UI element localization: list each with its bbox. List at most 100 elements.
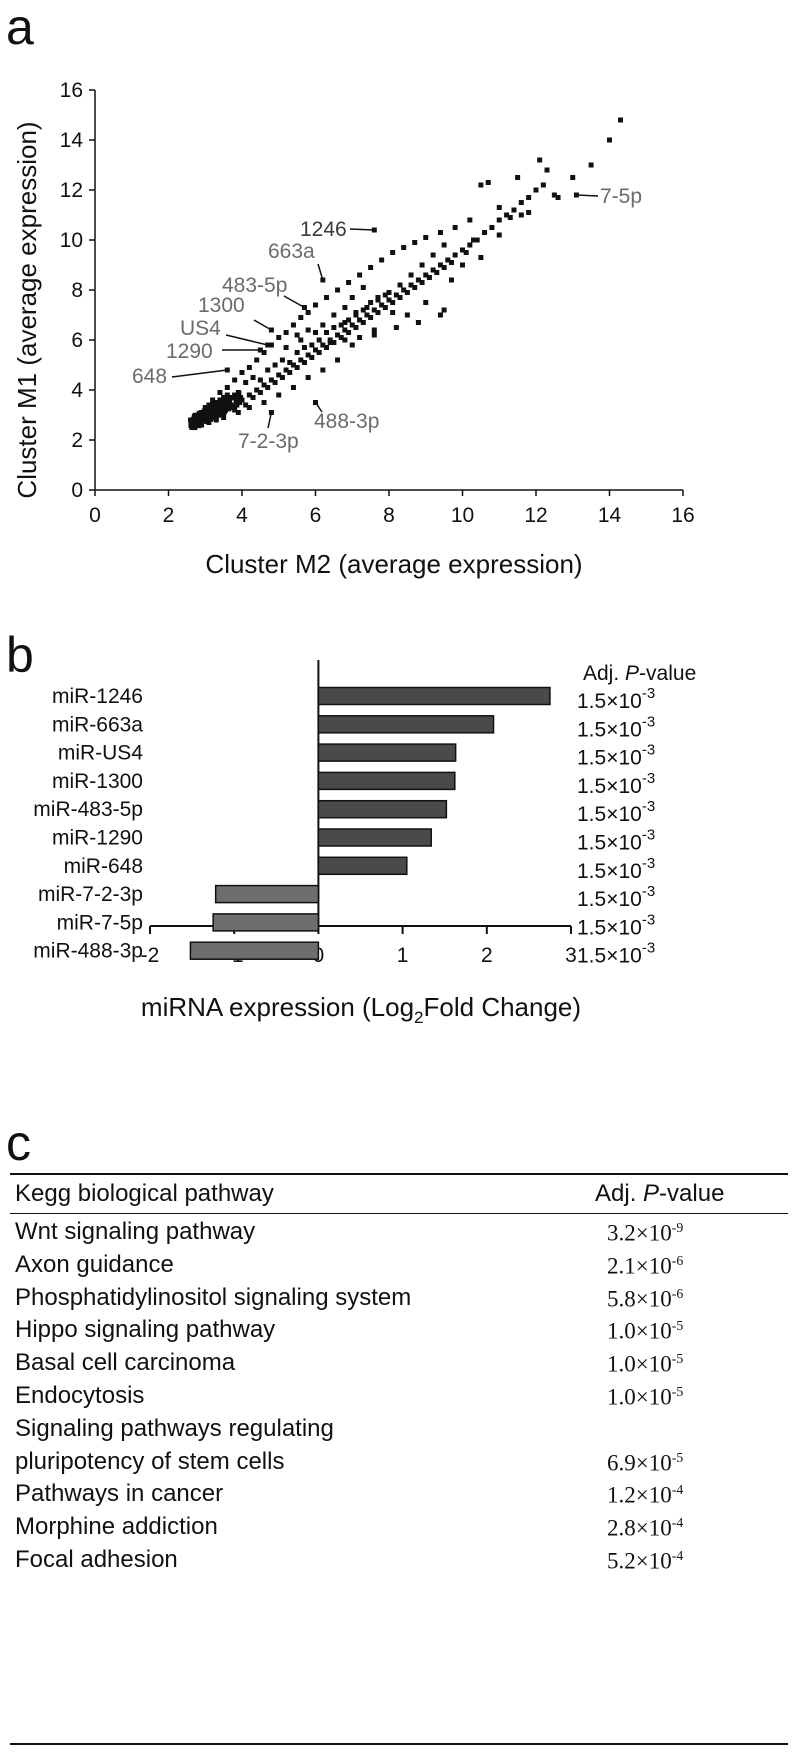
data-point — [496, 217, 502, 223]
data-point — [254, 387, 260, 393]
data-point — [368, 315, 374, 320]
pvalue-label: 1.5×10-3 — [577, 742, 655, 770]
table-top-rule — [10, 1173, 788, 1175]
annotation-label: 648 — [132, 365, 167, 388]
data-point — [246, 392, 252, 398]
data-point — [349, 342, 355, 348]
annotation-leader — [253, 319, 272, 331]
data-point — [360, 307, 366, 313]
data-point — [338, 322, 344, 328]
header-pathway: Kegg biological pathway — [15, 1180, 274, 1207]
data-point — [526, 195, 532, 200]
bar — [317, 771, 456, 791]
data-point — [404, 290, 410, 295]
annotation-label: 1300 — [198, 294, 245, 317]
y-tick-label: 12 — [60, 179, 83, 202]
x-axis-title: Cluster M2 (average expression) — [205, 549, 582, 579]
data-point — [518, 200, 524, 205]
x-tick-label: 10 — [451, 504, 474, 527]
data-point — [192, 423, 198, 429]
data-point — [234, 396, 240, 402]
data-point — [452, 252, 458, 258]
data-point — [221, 395, 227, 400]
bar — [317, 743, 457, 762]
data-point — [390, 310, 396, 315]
data-point — [408, 282, 414, 288]
data-point — [331, 312, 337, 318]
pathway-name-line2: pluripotency of stem cells — [15, 1447, 285, 1475]
data-point — [342, 337, 348, 343]
data-point — [211, 408, 217, 414]
data-point — [386, 290, 392, 295]
data-point — [540, 182, 546, 188]
category-label: miR-1246 — [52, 685, 143, 708]
data-point — [423, 235, 429, 240]
bar — [317, 828, 432, 847]
data-point — [226, 398, 232, 404]
data-point — [208, 414, 214, 420]
pathway-pvalue: 1.2×10-4 — [607, 1482, 684, 1509]
data-point — [412, 285, 418, 290]
data-point — [268, 377, 274, 383]
data-point — [430, 252, 436, 258]
category-label: miR-648 — [64, 855, 143, 878]
data-point — [437, 312, 443, 318]
data-point — [537, 157, 543, 163]
x-tick-label: 14 — [598, 504, 622, 527]
data-point — [371, 327, 377, 333]
data-point — [460, 247, 465, 253]
data-point — [419, 262, 425, 268]
bar — [214, 884, 320, 904]
data-point — [357, 272, 363, 278]
y-tick-label: 0 — [71, 479, 83, 502]
data-point — [290, 322, 296, 328]
x-tick-label: 0 — [89, 504, 101, 527]
data-point — [298, 357, 304, 363]
data-point — [346, 280, 352, 285]
y-tick-label: 8 — [71, 279, 83, 302]
data-point — [441, 265, 447, 270]
data-point — [327, 340, 333, 345]
category-label: miR-1300 — [52, 770, 143, 793]
pvalue-label: 1.5×10-3 — [577, 940, 655, 968]
data-point — [419, 280, 425, 285]
data-point — [379, 257, 385, 263]
data-point — [197, 414, 203, 420]
data-point — [478, 255, 484, 260]
bar-chart: -2-10123miRNA expression (Log2Fold Chang… — [33, 660, 696, 1027]
panel-a-letter: a — [6, 0, 34, 55]
header-pvalue: Adj. P-value — [595, 1179, 724, 1209]
pathway-pvalue: 5.2×10-4 — [607, 1548, 684, 1574]
data-point — [189, 421, 195, 427]
annotation-label: 7-5p — [600, 185, 642, 208]
category-label: miR-483-5p — [33, 798, 143, 821]
panel-c-letter: c — [6, 1115, 31, 1171]
data-point — [320, 367, 326, 373]
data-point — [191, 416, 197, 422]
data-point — [404, 312, 410, 318]
pathway-name: Hippo signaling pathway — [15, 1316, 276, 1344]
data-point — [460, 262, 465, 268]
pvalue-label: 1.5×10-3 — [577, 827, 655, 855]
pathway-pvalue: 2.8×10-4 — [607, 1515, 684, 1541]
data-point — [496, 205, 502, 210]
pvalue-label: 1.5×10-3 — [577, 883, 655, 911]
annotation-label: 488-3p — [314, 410, 379, 433]
data-point — [364, 312, 370, 318]
data-point — [379, 302, 385, 308]
pathway-name: Signaling pathways regulating — [15, 1414, 334, 1442]
pathway-name: Wnt signaling pathway — [15, 1218, 256, 1245]
data-point — [224, 392, 230, 398]
data-point — [331, 325, 337, 330]
data-point — [237, 395, 243, 401]
data-point — [232, 377, 238, 383]
category-label: miR-US4 — [58, 742, 143, 765]
data-point — [533, 187, 539, 193]
data-point — [526, 210, 532, 215]
data-point — [415, 277, 421, 283]
annotation-leader — [317, 263, 324, 281]
data-point — [234, 402, 240, 408]
category-label: miR-663a — [52, 713, 143, 736]
annotation-leader — [283, 295, 305, 309]
data-point — [222, 407, 228, 413]
